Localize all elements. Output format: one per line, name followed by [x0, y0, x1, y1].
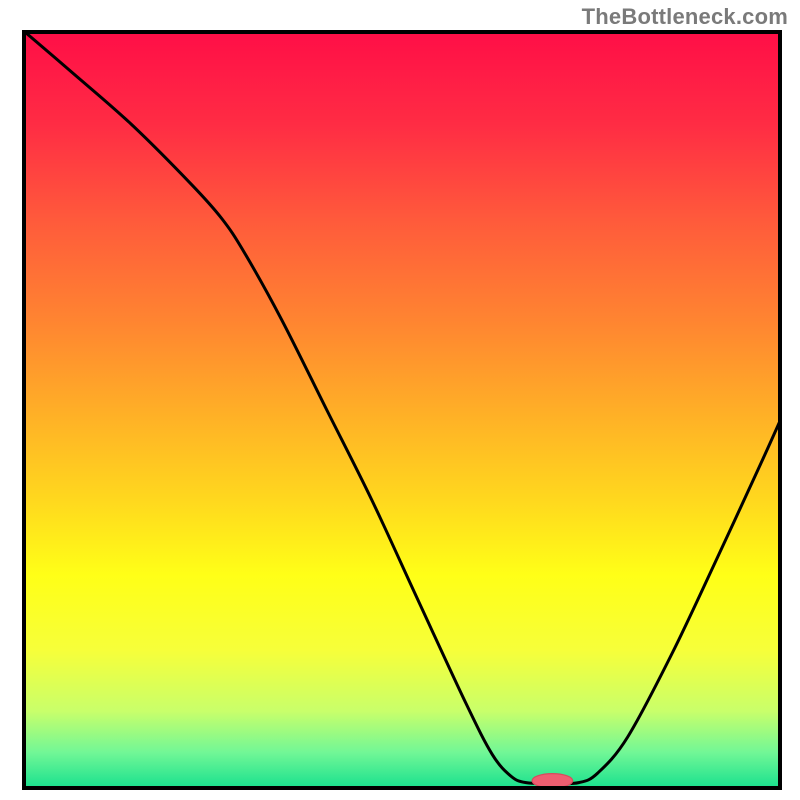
- optimal-marker: [532, 774, 573, 786]
- chart-container: TheBottleneck.com: [0, 0, 800, 800]
- watermark-label: TheBottleneck.com: [582, 4, 788, 30]
- plot-area: [22, 30, 782, 790]
- chart-svg: [26, 34, 778, 786]
- gradient-backdrop: [26, 34, 778, 786]
